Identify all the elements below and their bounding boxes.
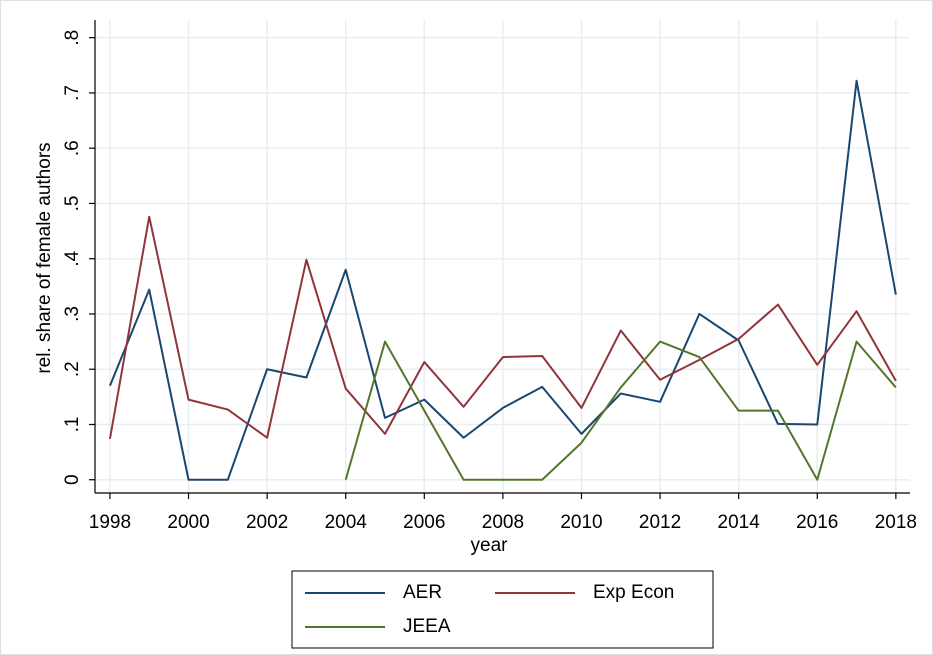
- x-tick-label: 2008: [482, 512, 524, 533]
- y-tick-label: 0: [62, 474, 83, 485]
- legend-label: AER: [403, 582, 442, 603]
- x-tick-label: 2012: [639, 512, 681, 533]
- x-axis-label: year: [471, 535, 509, 556]
- y-tick-label: .3: [62, 306, 83, 322]
- x-tick-label: 2010: [560, 512, 602, 533]
- x-tick-label: 2006: [403, 512, 445, 533]
- y-tick-label: .5: [62, 196, 83, 212]
- x-tick-label: 2016: [796, 512, 838, 533]
- series-line: [344, 340, 897, 481]
- y-tick-label: .4: [62, 250, 83, 266]
- y-tick-label: .6: [62, 140, 83, 156]
- x-tick-label: 2000: [167, 512, 209, 533]
- x-tick-label: 2002: [246, 512, 288, 533]
- series-line: [108, 215, 897, 440]
- y-tick-label: .1: [62, 417, 83, 433]
- legend-label: JEEA: [403, 616, 451, 637]
- y-tick-label: .2: [62, 361, 83, 377]
- series-line: [109, 79, 897, 481]
- x-tick-label: 2004: [325, 512, 368, 533]
- y-axis-label: rel. share of female authors: [34, 142, 55, 373]
- x-tick-label: 2014: [718, 512, 761, 533]
- x-tick-label: 2018: [875, 512, 917, 533]
- legend-box: [291, 570, 714, 649]
- y-tick-label: .7: [62, 85, 83, 101]
- x-tick-label: 1998: [89, 512, 131, 533]
- y-tick-label: .8: [62, 30, 83, 46]
- legend-label: Exp Econ: [593, 582, 674, 603]
